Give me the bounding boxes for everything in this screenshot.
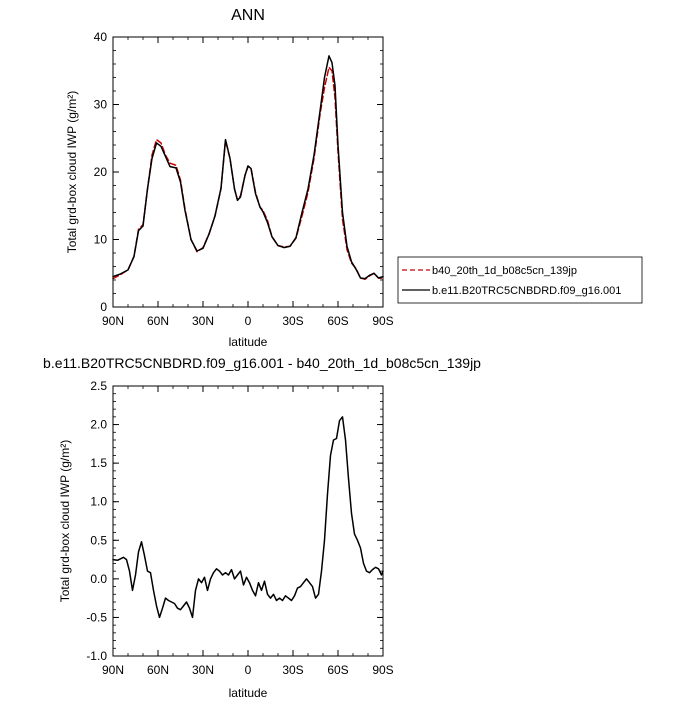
bottom-x-tick-label: 0	[245, 663, 252, 677]
top-x-tick-label: 0	[245, 314, 252, 328]
bottom-y-tick-label: 1.5	[90, 456, 107, 470]
top-x-tick-label: 60S	[327, 314, 348, 328]
bottom-x-tick-label: 90S	[372, 663, 393, 677]
top-series-line-2	[112, 55, 384, 280]
top-x-tick-label: 90S	[372, 314, 393, 328]
bottom-plot-area: 90N 60N 30N 0 30S 60S 90S -1.0 -0.5 0.0 0.5 1.0 1.5 2…	[86, 379, 393, 677]
top-y-tick-label: 20	[94, 165, 108, 179]
top-x-tick-label: 30S	[282, 314, 303, 328]
bottom-y-tick-label: 0.0	[90, 572, 107, 586]
top-x-tick-label: 90N	[102, 314, 124, 328]
bottom-x-tick-label: 30N	[192, 663, 214, 677]
legend-label-series-2: b.e11.B20TRC5CNBDRD.f09_g16.001	[432, 285, 621, 297]
top-y-tick-label: 40	[94, 30, 108, 44]
top-series-line-1	[112, 66, 384, 281]
bottom-y-tick-label: 0.5	[90, 533, 107, 547]
bottom-y-tick-label: 1.0	[90, 495, 107, 509]
bottom-x-tick-label: 60N	[147, 663, 169, 677]
bottom-y-tick-label: 2.0	[90, 418, 107, 432]
bottom-y-axis-label: Total grd-box cloud IWP (g/m²)	[58, 440, 72, 603]
bottom-x-axis-label: latitude	[229, 686, 268, 700]
bottom-plot-frame	[112, 385, 384, 657]
top-y-axis-label: Total grd-box cloud IWP (g/m²)	[65, 91, 79, 254]
top-chart-title: ANN	[231, 7, 265, 24]
bottom-x-tick-label: 60S	[327, 663, 348, 677]
bottom-series-line-1	[112, 416, 384, 619]
legend-box	[397, 256, 643, 304]
legend: b40_20th_1d_b08c5cn_139jp b.e11.B20TRC5C…	[397, 256, 643, 304]
bottom-panel: b.e11.B20TRC5CNBDRD.f09_g16.001 - b40_20…	[43, 355, 481, 700]
legend-label-series-1: b40_20th_1d_b08c5cn_139jp	[432, 265, 577, 277]
top-plot-area: 90N 60N 30N 0 30S 60S 90S 0 10 20 30 40	[94, 30, 394, 328]
top-panel: ANN 90N 60N 30N 0 30S 60S 90S 0 10 20 30 40 latitud…	[65, 7, 394, 349]
top-x-tick-label: 30N	[192, 314, 214, 328]
bottom-y-tick-label: -0.5	[86, 610, 107, 624]
top-y-tick-label: 0	[100, 300, 107, 314]
top-x-axis-label: latitude	[229, 335, 268, 349]
top-x-tick-label: 60N	[147, 314, 169, 328]
bottom-chart-title: b.e11.B20TRC5CNBDRD.f09_g16.001 - b40_20…	[43, 355, 481, 371]
top-y-tick-label: 30	[94, 98, 108, 112]
bottom-y-tick-label: -1.0	[86, 649, 107, 663]
top-plot-frame	[112, 36, 384, 308]
bottom-x-tick-label: 30S	[282, 663, 303, 677]
top-y-tick-label: 10	[94, 233, 108, 247]
bottom-y-tick-label: 2.5	[90, 379, 107, 393]
bottom-x-tick-label: 90N	[102, 663, 124, 677]
